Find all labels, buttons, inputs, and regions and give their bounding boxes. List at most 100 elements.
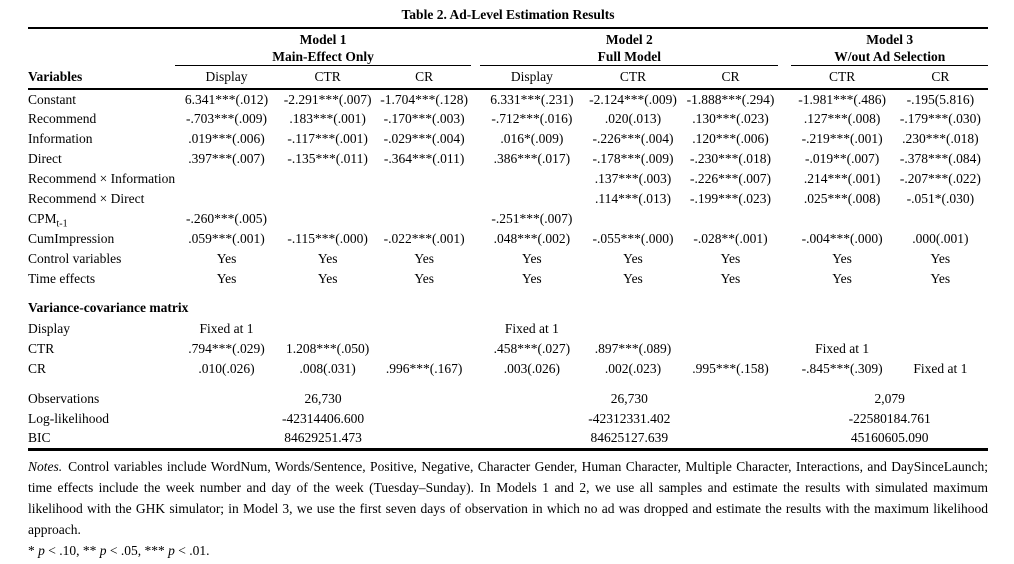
section-header-row: Variance-covariance matrix (28, 297, 988, 319)
column-gap (778, 65, 792, 90)
value-cell: -.028**(.001) (693, 231, 768, 246)
value-cell: -1.704***(.128) (380, 91, 469, 107)
value-cell: -.019**(.007) (804, 151, 880, 166)
value-cell: .020(.013) (604, 111, 662, 126)
value-cell (278, 319, 377, 339)
column-gap (471, 429, 480, 449)
stats-row: Log-likelihood -42314406.600 -42312331.402… (28, 409, 988, 429)
value-cell (683, 319, 779, 339)
column-gap (778, 359, 791, 379)
column-gap (778, 169, 791, 189)
model1-name: Model 1 (299, 32, 347, 47)
table-row: Direct .397***(.007) -.135***(.011) -.364**… (28, 149, 988, 169)
table-row: CR .010(.026) .008(.031) .996***(.167) .003(… (28, 359, 988, 379)
column-header: CTR (583, 65, 683, 90)
value-cell: -.022***(.001) (383, 231, 465, 246)
column-header: CTR (277, 65, 378, 90)
value-cell: .019***(.006) (188, 131, 265, 146)
stats-value-cell: 26,730 (610, 391, 648, 406)
model1-subtitle: Main-Effect Only (272, 49, 374, 64)
column-gap (778, 249, 791, 269)
value-cell (377, 339, 471, 359)
row-label-subscript: t-1 (56, 218, 68, 230)
stats-value-cell: 26,730 (304, 391, 342, 406)
value-cell: -2.291***(.007) (283, 91, 372, 107)
estimation-table: Model 1 Main-Effect Only Model 2 Full Mo… (28, 27, 988, 451)
value-cell (377, 189, 471, 209)
table-notes: Notes. Control variables include WordNum,… (28, 456, 988, 540)
column-gap (778, 149, 791, 169)
value-cell: -1.888***(.294) (686, 91, 775, 107)
column-gap (471, 249, 480, 269)
value-cell: -.029***(.004) (383, 131, 465, 146)
column-gap (778, 109, 791, 129)
model1-header: Model 1 Main-Effect Only (175, 28, 471, 66)
value-cell: .008(.031) (299, 361, 356, 376)
value-cell: -.712***(.016) (491, 111, 573, 126)
value-cell (583, 319, 682, 339)
column-gap (471, 109, 480, 129)
value-cell: Fixed at 1 (504, 321, 559, 336)
column-header: CR (377, 65, 471, 90)
value-cell: Yes (216, 251, 237, 266)
value-cell: .183***(.001) (289, 111, 366, 126)
table-row: Information .019***(.006) -.117***(.001) -.… (28, 129, 988, 149)
column-gap (778, 339, 791, 359)
value-cell: Yes (930, 251, 951, 266)
stats-row: Observations 26,730 26,730 2,079 (28, 389, 988, 409)
value-cell: -.378***(.084) (899, 151, 981, 166)
model2-subtitle: Full Model (597, 49, 662, 64)
value-cell: -.364***(.011) (383, 151, 465, 166)
table-row: Recommend × Direct .114***(.013) -.199***(… (28, 189, 988, 209)
row-label: Constant (28, 91, 77, 107)
value-cell: .214***(.001) (803, 171, 881, 186)
column-gap (778, 89, 791, 109)
column-header: CR (682, 65, 779, 90)
row-label: Observations (28, 391, 100, 406)
model3-name: Model 3 (866, 32, 914, 47)
column-gap (471, 89, 480, 109)
column-gap (471, 409, 480, 429)
value-cell (683, 209, 779, 229)
value-cell: Yes (317, 251, 338, 266)
row-label: CTR (28, 341, 55, 356)
value-cell (791, 209, 892, 229)
value-cell: Yes (522, 271, 542, 286)
column-gap (778, 229, 791, 249)
value-cell (893, 319, 988, 339)
value-cell: -.195(5.816) (906, 91, 975, 107)
value-cell (175, 169, 278, 189)
value-cell: -.226***(.004) (592, 131, 674, 146)
column-gap (778, 409, 791, 429)
value-cell (893, 339, 988, 359)
value-cell: Yes (414, 251, 434, 266)
value-cell: -.178***(.009) (592, 151, 674, 166)
row-label: Time effects (28, 271, 96, 286)
table-row: Recommend × Information .137***(.003) -.22… (28, 169, 988, 189)
value-cell: -.179***(.030) (899, 111, 981, 126)
column-gap (471, 129, 480, 149)
model3-subtitle: W/out Ad Selection (834, 49, 946, 64)
section-header: Variance-covariance matrix (28, 300, 189, 315)
column-header: Display (175, 65, 278, 90)
row-label: Control variables (28, 251, 122, 266)
row-label: Recommend × Direct (28, 191, 145, 206)
model2-header: Model 2 Full Model (480, 28, 779, 66)
value-cell (583, 209, 682, 229)
column-gap (471, 269, 480, 289)
row-label: Recommend × Information (28, 171, 176, 186)
table-row: CPMt-1 -.260***(.005) -.251***(.007) (28, 209, 988, 229)
stats-row: BIC 84629251.473 84625127.639 45160605.090 (28, 429, 988, 449)
corner-cell (28, 28, 175, 66)
value-cell: -.703***(.009) (186, 111, 268, 126)
row-label: CPMt-1 (28, 211, 68, 230)
column-gap (778, 189, 791, 209)
table-row: Display Fixed at 1 Fixed at 1 (28, 319, 988, 339)
stats-value-cell: -22580184.761 (848, 411, 931, 426)
value-cell: -.219***(.001) (801, 131, 883, 146)
table-row: Constant 6.341***(.012) -2.291***(.007) -1.… (28, 89, 988, 109)
spacer-cell (28, 379, 988, 389)
stats-value-cell: 84625127.639 (590, 430, 669, 446)
value-cell: -2.124***(.009) (589, 91, 677, 107)
column-gap (470, 65, 481, 90)
